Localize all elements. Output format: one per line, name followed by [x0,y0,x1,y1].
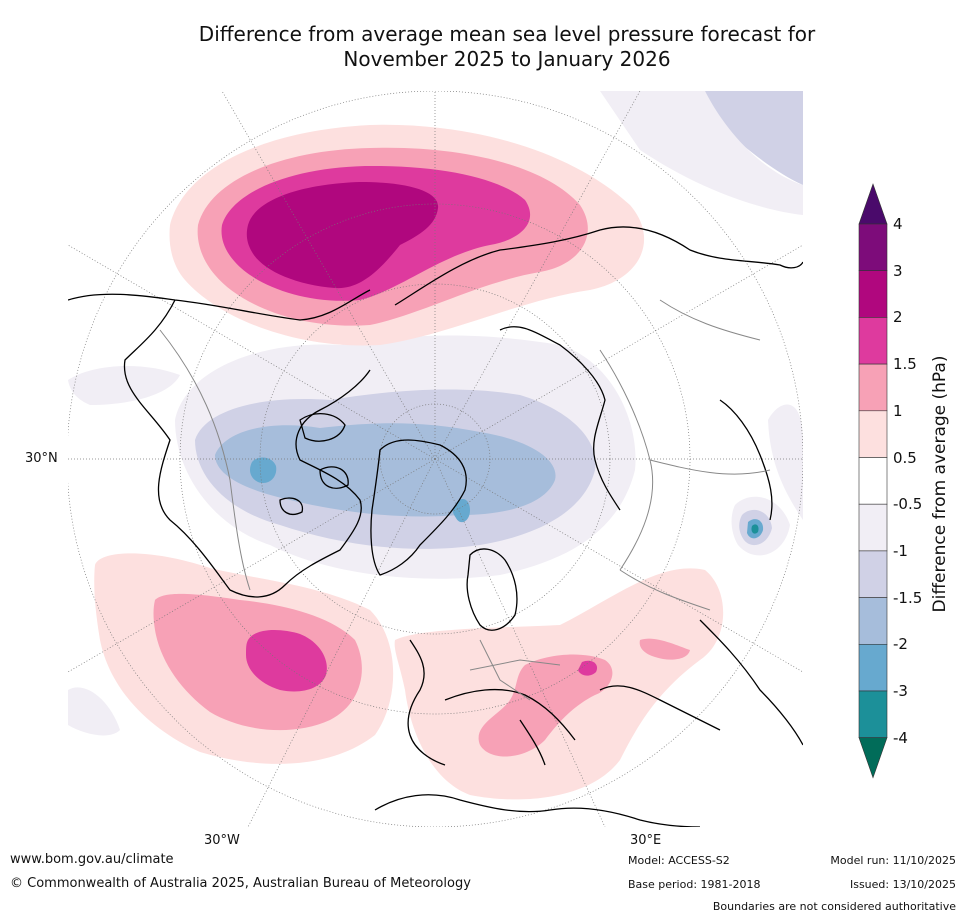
colorbar-title: Difference from average (hPa) [930,355,950,613]
colorbar-tick-label: -4 [893,728,908,747]
footer-base-period: Base period: 1981-2018 [628,878,761,891]
colorbar-tick-label: -3 [893,682,908,700]
colorbar-tick-label: -1.5 [893,588,923,607]
negative-anomaly-arctic [175,335,636,579]
contour-lt-neg2-barents [452,498,470,523]
map-panel [68,91,803,827]
positive-anomaly-north-pacific [169,124,645,346]
colorbar-tick-label: 3 [893,261,903,280]
colorbar-bin [858,457,888,505]
weak-negative-west-pacific [68,365,180,405]
title-line-2: November 2025 to January 2026 [343,47,671,71]
coast-east-asia [699,399,803,746]
graticule [68,91,803,827]
colorbar-bin [858,597,888,645]
colorbar-tick-label: 4 [893,215,903,233]
coast-canadian-archipelago [279,413,349,515]
weak-negative-sw [68,687,120,736]
colorbar-tick-label: 0.5 [893,448,917,467]
positive-anomaly-europe [394,568,724,800]
footer-model: Model: ACCESS-S2 [628,854,730,867]
coastlines [68,226,803,827]
colorbar-bin [858,363,888,412]
contour-gt-2-pacific [246,182,439,289]
chart-title: Difference from average mean sea level p… [0,22,965,72]
footer-model-run: Model run: 11/10/2025 [830,854,956,867]
coast-asia [394,226,803,511]
coast-europe [407,639,721,766]
contour-lt-neg1.5-arctic [215,423,556,517]
coast-greenland [370,439,467,576]
coast-africa [374,794,701,827]
colorbar-bin [858,223,888,272]
contour-lt-neg2-greenland [250,457,277,484]
negative-anomaly-ne-corner [705,91,803,185]
weak-negative-north [600,91,803,215]
colorbar-bin [858,503,888,552]
label-30e: 30°E [630,833,662,848]
colorbar-tick-label: 1.5 [893,355,917,374]
footer-url[interactable]: www.bom.gov.au/climate [10,852,174,867]
colorbar-tick-label: 1 [893,401,903,420]
colorbar-tick-label: -0.5 [893,495,923,514]
footer-issued: Issued: 13/10/2025 [849,878,956,891]
label-30w: 30°W [204,833,240,848]
colorbar-bin [858,410,888,458]
colorbar-bin [858,550,888,598]
colorbar-bin [858,270,888,318]
colorbar-tick-label: -2 [893,635,908,654]
title-line-1: Difference from average mean sea level p… [198,22,816,46]
colorbar-extend-top [858,183,888,225]
negative-anomaly-central-asia [731,404,803,556]
colorbar-bin [858,643,888,692]
colorbar-tick-label: -1 [893,541,908,560]
colorbar-tick-label: 2 [893,308,903,327]
footer-disclaimer: Boundaries are not considered authoritat… [712,900,956,913]
colorbar [858,183,888,779]
colorbar-bin [858,690,888,739]
coast-scandinavia [466,548,518,631]
label-30n: 30°N [25,451,58,466]
colorbar-bin [858,317,888,365]
coast-north-america [68,289,371,598]
positive-anomaly-north-atlantic [94,553,394,764]
country-borders [159,299,771,701]
footer-copyright: © Commonwealth of Australia 2025, Austra… [10,876,471,891]
colorbar-extend-bottom [858,737,888,779]
